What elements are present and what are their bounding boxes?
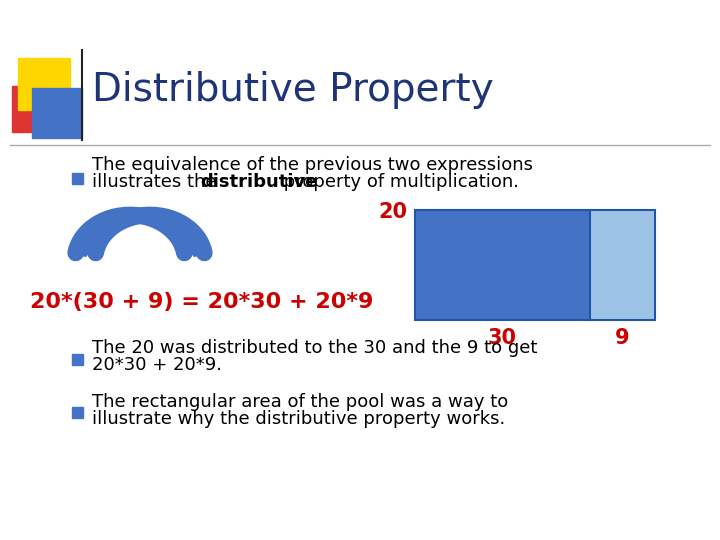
Text: The equivalence of the previous two expressions: The equivalence of the previous two expr… (92, 156, 533, 174)
Text: distributive: distributive (200, 173, 318, 191)
Bar (18, 58, 70, 110)
Bar (12, 86, 56, 132)
Bar (72, 173, 83, 184)
Text: The 20 was distributed to the 30 and the 9 to get: The 20 was distributed to the 30 and the… (92, 339, 537, 357)
Bar (72, 354, 83, 365)
Bar (590, 210, 655, 320)
Text: 20: 20 (378, 202, 407, 222)
Text: 20*(30 + 9) = 20*30 + 20*9: 20*(30 + 9) = 20*30 + 20*9 (30, 292, 374, 312)
Text: 30: 30 (488, 328, 517, 348)
Text: illustrate why the distributive property works.: illustrate why the distributive property… (92, 410, 505, 428)
Text: property of multiplication.: property of multiplication. (278, 173, 519, 191)
Text: 9: 9 (615, 328, 630, 348)
Text: illustrates the: illustrates the (92, 173, 222, 191)
Text: Distributive Property: Distributive Property (92, 71, 494, 109)
Text: 20*30 + 20*9.: 20*30 + 20*9. (92, 356, 222, 374)
Text: The rectangular area of the pool was a way to: The rectangular area of the pool was a w… (92, 393, 508, 411)
Bar (32, 88, 82, 138)
Bar (415, 210, 590, 320)
Bar (72, 407, 83, 418)
